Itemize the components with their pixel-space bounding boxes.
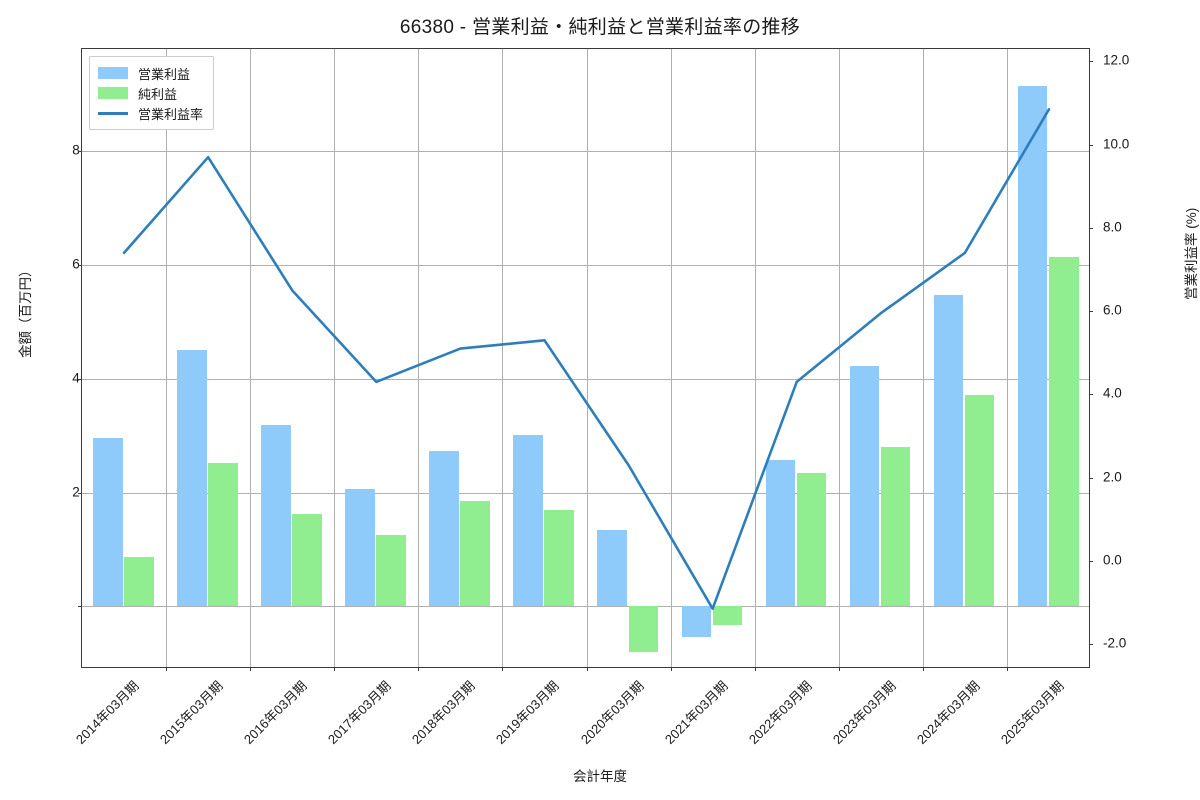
operating-profit-swatch-icon [98,67,128,79]
tick-mark-right [1089,644,1093,646]
tick-mark-bottom [250,667,252,671]
gridline-vertical [670,49,672,667]
tick-mark-bottom [1006,667,1008,671]
bar-operating-profit [597,529,628,607]
tick-mark-bottom [670,667,672,671]
bar-operating-profit [933,294,964,607]
x-axis-tick-label: 2025年03月期 [997,678,1067,747]
bar-net-profit [880,446,911,607]
y-axis-right-tick-label: 10.0 [1103,136,1130,152]
tick-mark-bottom [754,667,756,671]
y-axis-right-title: 営業利益率 (%) [1184,207,1199,300]
y-axis-right-tick-label: 12.0 [1103,52,1130,68]
gridline-vertical [754,49,756,667]
bar-operating-profit [429,451,459,607]
bar-operating-profit [261,424,291,607]
tick-mark-bottom [586,667,588,671]
page-title: 66380 - 営業利益・純利益と営業利益率の推移 [399,17,801,38]
y-axis-left-title: 金額（百万円） [18,263,33,359]
gridline-vertical [166,49,168,667]
tick-mark-bottom [838,667,840,671]
x-axis-tick-label: 2017年03月期 [325,678,395,747]
tick-mark-bottom [166,667,168,671]
operating-margin-line-icon [98,111,128,115]
net-profit-swatch-icon [98,87,128,99]
bar-operating-profit [513,435,543,607]
x-axis-tick-label: 2023年03月期 [829,678,899,747]
tick-mark-bottom [334,667,336,671]
bar-operating-profit [849,365,880,607]
x-axis-tick-label: 2019年03月期 [493,678,563,747]
gridline-vertical [334,49,336,667]
bar-net-profit [964,394,995,607]
bar-net-profit [124,556,154,607]
gridline-horizontal [82,606,1089,608]
y-axis-right-tick-label: 4.0 [1103,385,1122,401]
gridline-vertical [586,49,588,667]
tick-mark-right [1089,394,1093,396]
y-axis-right-tick-label: 2.0 [1103,469,1122,485]
bar-operating-profit [1017,85,1048,607]
legend-item-operating-margin: 営業利益率 [98,103,203,123]
legend-item-net-profit: 純利益 [98,83,203,103]
bar-net-profit [796,473,827,607]
bar-operating-profit [681,606,712,637]
tick-mark-bottom [922,667,924,671]
bar-net-profit [712,606,743,625]
bar-operating-profit [92,438,123,607]
legend-label-operating-profit: 営業利益 [138,66,191,82]
gridline-vertical [418,49,420,667]
gridline-vertical [250,49,252,667]
x-axis-tick-label: 2018年03月期 [409,678,479,747]
x-axis-tick-label: 2016年03月期 [241,678,310,747]
bar-net-profit [460,501,490,607]
tick-mark-right [1089,560,1093,562]
x-axis-tick-label: 2015年03月期 [156,678,226,747]
gridline-horizontal [82,265,1089,267]
tick-mark-right [1089,477,1093,479]
tick-mark-left [78,265,82,267]
x-axis-tick-label: 2024年03月期 [913,678,983,747]
bar-operating-profit [765,460,796,607]
y-axis-right-tick-label: 0.0 [1103,552,1122,568]
bar-net-profit [208,463,238,607]
gridline-vertical [502,49,504,667]
tick-mark-bottom [502,667,504,671]
bar-operating-profit [177,349,207,607]
tick-mark-right [1089,144,1093,146]
legend-label-operating-margin: 営業利益率 [138,106,204,122]
y-axis-right-tick-label: 8.0 [1103,219,1122,235]
legend-label-net-profit: 純利益 [138,86,178,102]
tick-mark-left [78,492,82,494]
tick-mark-left [78,378,82,380]
bar-net-profit [1048,256,1079,607]
gridline-horizontal [82,151,1089,153]
bar-net-profit [544,510,575,607]
chart-legend: 営業利益 純利益 営業利益率 [89,56,215,130]
legend-item-operating-profit: 営業利益 [98,63,203,83]
tick-mark-right [1089,61,1093,63]
x-axis-tick-label: 2014年03月期 [72,678,142,747]
x-axis-tick-label: 2022年03月期 [745,678,815,747]
x-axis-title: 会計年度 [573,769,627,784]
tick-mark-bottom [418,667,420,671]
y-axis-right-tick-label: -2.0 [1103,635,1127,651]
tick-mark-left [78,151,82,153]
tick-mark-right [1089,311,1093,313]
x-axis-tick-label: 2021年03月期 [661,678,731,747]
x-axis-tick-label: 2020年03月期 [577,678,647,747]
tick-mark-left [78,606,82,608]
bar-operating-profit [345,489,375,607]
gridline-vertical [838,49,840,667]
y-axis-right-tick-label: 6.0 [1103,302,1122,318]
tick-mark-right [1089,227,1093,229]
plot-area [78,48,1093,671]
bar-net-profit [628,606,659,652]
bar-net-profit [376,535,406,607]
bar-net-profit [292,513,322,607]
gridline-vertical [1006,49,1008,667]
gridline-vertical [922,49,924,667]
